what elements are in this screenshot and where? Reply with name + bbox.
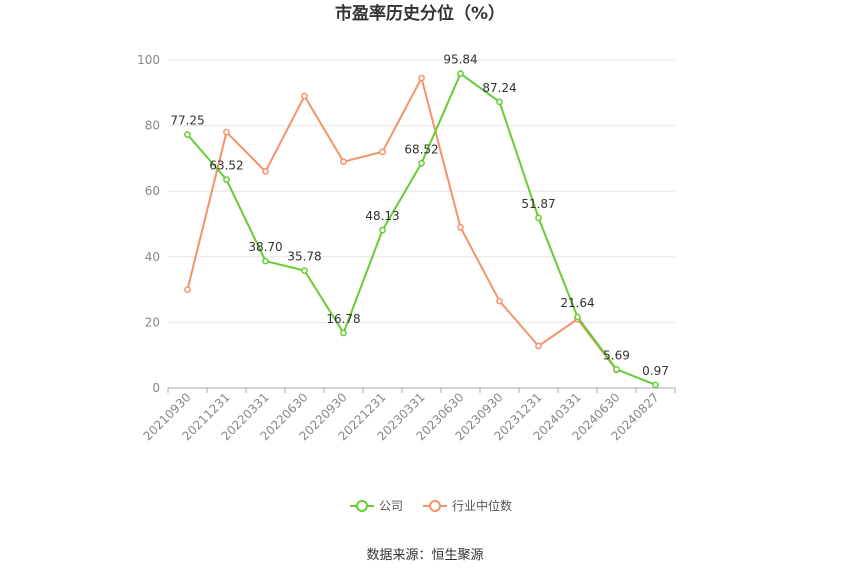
x-axis: 2021093020211231202203312022063020220930…: [141, 387, 676, 443]
data-label: 51.87: [521, 197, 555, 211]
y-tick-label: 100: [137, 53, 160, 67]
data-point[interactable]: [262, 257, 269, 265]
data-labels: 77.25 63.52 38.70 35.78 16.78 48.13 68.52 95.84…: [170, 53, 669, 378]
data-label: 35.78: [287, 250, 321, 264]
data-point[interactable]: [379, 148, 386, 156]
legend-swatch-marker: [356, 500, 368, 512]
data-point[interactable]: [184, 286, 191, 293]
legend-label: 行业中位数: [452, 498, 512, 513]
data-point[interactable]: [340, 329, 347, 337]
data-point[interactable]: [652, 381, 659, 389]
data-point[interactable]: [379, 226, 386, 234]
data-label: 63.52: [209, 159, 243, 173]
data-point[interactable]: [184, 131, 191, 138]
grid-lines: [168, 59, 675, 323]
data-point[interactable]: [457, 70, 464, 77]
data-label: 95.84: [443, 53, 477, 67]
y-tick-label: 40: [145, 250, 160, 264]
data-point[interactable]: [535, 214, 542, 222]
data-label: 48.13: [365, 209, 399, 223]
legend-item[interactable]: 行业中位数: [423, 498, 512, 513]
y-tick-label: 80: [145, 119, 160, 133]
data-point[interactable]: [223, 128, 230, 136]
data-source: 数据来源：恒生聚源: [366, 548, 483, 563]
data-point[interactable]: [301, 92, 308, 100]
data-point[interactable]: [301, 267, 308, 274]
data-point[interactable]: [496, 297, 503, 305]
data-label: 5.69: [603, 348, 630, 362]
data-point[interactable]: [262, 168, 269, 175]
legend-swatch-marker: [429, 500, 441, 512]
legend[interactable]: 公司 行业中位数: [350, 498, 512, 513]
data-point[interactable]: [457, 223, 464, 231]
data-point[interactable]: [574, 313, 581, 321]
y-tick-label: 0: [152, 381, 160, 395]
series-layer: [184, 70, 659, 389]
series-line: [186, 77, 618, 371]
data-point[interactable]: [496, 98, 503, 106]
data-label: 21.64: [560, 296, 594, 310]
data-label: 77.25: [170, 114, 204, 128]
y-tick-label: 20: [145, 315, 160, 329]
data-label: 87.24: [482, 81, 516, 95]
series-line: [186, 72, 656, 386]
data-label: 0.97: [642, 364, 669, 378]
data-point[interactable]: [418, 159, 425, 167]
legend-label: 公司: [379, 499, 403, 513]
y-tick-label: 60: [145, 184, 160, 198]
data-point[interactable]: [340, 158, 347, 166]
data-label: 38.70: [248, 240, 282, 254]
chart-title: 市盈率历史分位（%）: [335, 3, 505, 24]
data-point[interactable]: [418, 74, 425, 82]
data-point[interactable]: [223, 176, 230, 184]
legend-item[interactable]: 公司: [350, 499, 403, 513]
data-label: 68.52: [404, 142, 438, 156]
y-axis: 0 20 40 60 80 100: [137, 53, 160, 395]
data-point[interactable]: [535, 342, 542, 350]
data-point[interactable]: [613, 365, 620, 373]
data-label: 16.78: [326, 312, 360, 326]
